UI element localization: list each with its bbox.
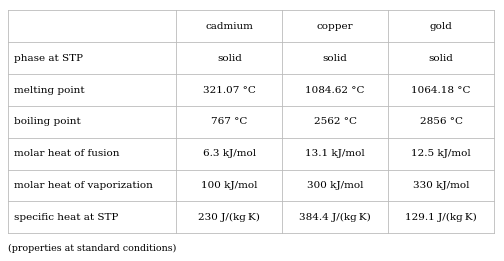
Text: solid: solid: [217, 54, 242, 63]
Text: 300 kJ/mol: 300 kJ/mol: [307, 181, 363, 190]
Text: solid: solid: [428, 54, 454, 63]
Text: 767 °C: 767 °C: [211, 117, 247, 126]
Text: 100 kJ/mol: 100 kJ/mol: [201, 181, 258, 190]
Text: 13.1 kJ/mol: 13.1 kJ/mol: [305, 149, 365, 158]
Text: (properties at standard conditions): (properties at standard conditions): [8, 244, 176, 253]
Text: 2562 °C: 2562 °C: [313, 117, 357, 126]
Text: 12.5 kJ/mol: 12.5 kJ/mol: [411, 149, 471, 158]
Text: 129.1 J/(kg K): 129.1 J/(kg K): [405, 213, 477, 222]
Text: 330 kJ/mol: 330 kJ/mol: [413, 181, 469, 190]
Text: 230 J/(kg K): 230 J/(kg K): [199, 213, 260, 222]
Text: copper: copper: [317, 22, 353, 31]
Text: 1084.62 °C: 1084.62 °C: [305, 86, 365, 94]
Text: gold: gold: [429, 22, 453, 31]
Text: 2856 °C: 2856 °C: [419, 117, 463, 126]
Text: boiling point: boiling point: [14, 117, 80, 126]
Text: 321.07 °C: 321.07 °C: [203, 86, 256, 94]
Text: 1064.18 °C: 1064.18 °C: [411, 86, 471, 94]
Text: 384.4 J/(kg K): 384.4 J/(kg K): [299, 213, 371, 222]
Text: cadmium: cadmium: [206, 22, 253, 31]
Text: specific heat at STP: specific heat at STP: [14, 213, 118, 222]
Text: phase at STP: phase at STP: [14, 54, 83, 63]
Text: 6.3 kJ/mol: 6.3 kJ/mol: [203, 149, 256, 158]
Text: molar heat of vaporization: molar heat of vaporization: [14, 181, 153, 190]
Text: molar heat of fusion: molar heat of fusion: [14, 149, 119, 158]
Text: solid: solid: [323, 54, 348, 63]
Text: melting point: melting point: [14, 86, 84, 94]
